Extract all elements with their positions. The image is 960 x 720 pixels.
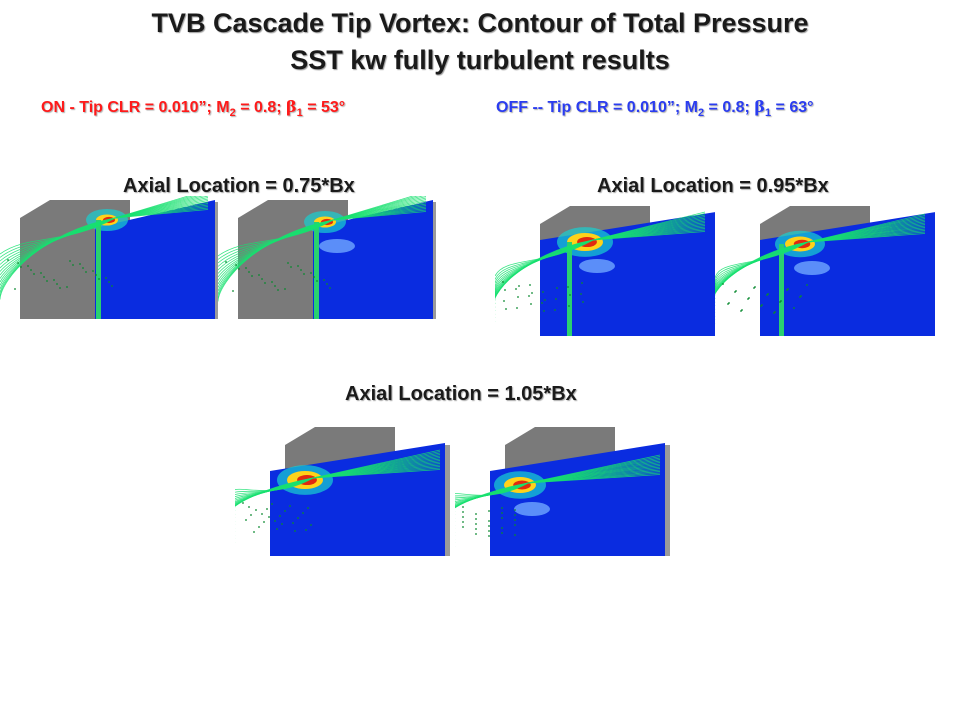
contour-image-075-on <box>0 196 218 319</box>
contour-image-075-off <box>218 196 436 319</box>
slide-title-line2: SST kw fully turbulent results <box>290 45 670 75</box>
contour-image-095-off <box>715 204 935 336</box>
section-label-075: Axial Location = 0.75*Bx <box>123 175 355 197</box>
contour-image-105-off <box>455 425 670 556</box>
condition-on: ON - Tip CLR = 0.010”; M2 = 0.8; β1 = 53… <box>41 97 346 120</box>
contour-image-095-on <box>495 204 715 336</box>
section-label-105: Axial Location = 1.05*Bx <box>345 383 577 405</box>
condition-off: OFF -- Tip CLR = 0.010”; M2 = 0.8; β1 = … <box>496 97 814 120</box>
section-label-095: Axial Location = 0.95*Bx <box>597 175 829 197</box>
contour-image-105-on <box>235 425 450 556</box>
slide-title-line1: TVB Cascade Tip Vortex: Contour of Total… <box>151 8 809 38</box>
